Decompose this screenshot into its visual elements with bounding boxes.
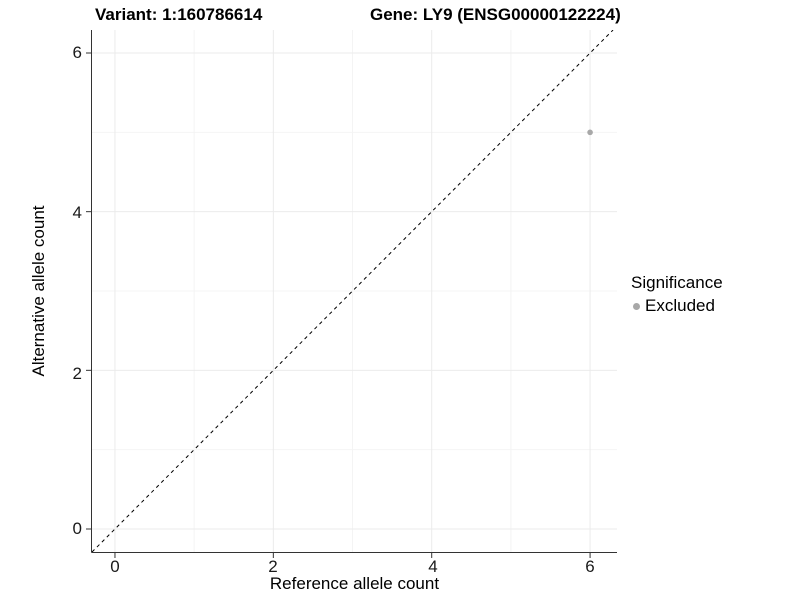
tick-marks (86, 52, 591, 558)
axis-lines (91, 30, 617, 553)
y-tick-label: 0 (72, 519, 82, 538)
scatter-plot-canvas (86, 30, 617, 558)
legend-point-icon (633, 302, 640, 310)
plot-title-gene: Gene: LY9 (ENSG00000122224) (370, 5, 621, 24)
y-tick-label: 2 (72, 364, 82, 383)
minor-gridlines (92, 30, 617, 552)
x-axis-title: Reference allele count (269, 574, 440, 593)
major-gridlines (92, 30, 617, 552)
y-tick-label: 6 (72, 43, 82, 62)
legend: Significance Excluded (631, 273, 723, 316)
x-tick-label: 0 (110, 557, 120, 576)
y-tick-label: 4 (72, 203, 82, 222)
plot-title-variant: Variant: 1:160786614 (95, 5, 263, 24)
x-tick-label: 2 (268, 557, 278, 576)
legend-entry-label: Excluded (645, 296, 715, 315)
y-axis-title: Alternative allele count (29, 205, 48, 377)
data-points (587, 129, 593, 136)
x-tick-label: 6 (585, 557, 595, 576)
x-tick-label: 4 (428, 557, 438, 576)
data-point (587, 129, 593, 136)
legend-entry-excluded: Excluded (631, 296, 723, 316)
legend-title: Significance (631, 273, 723, 292)
